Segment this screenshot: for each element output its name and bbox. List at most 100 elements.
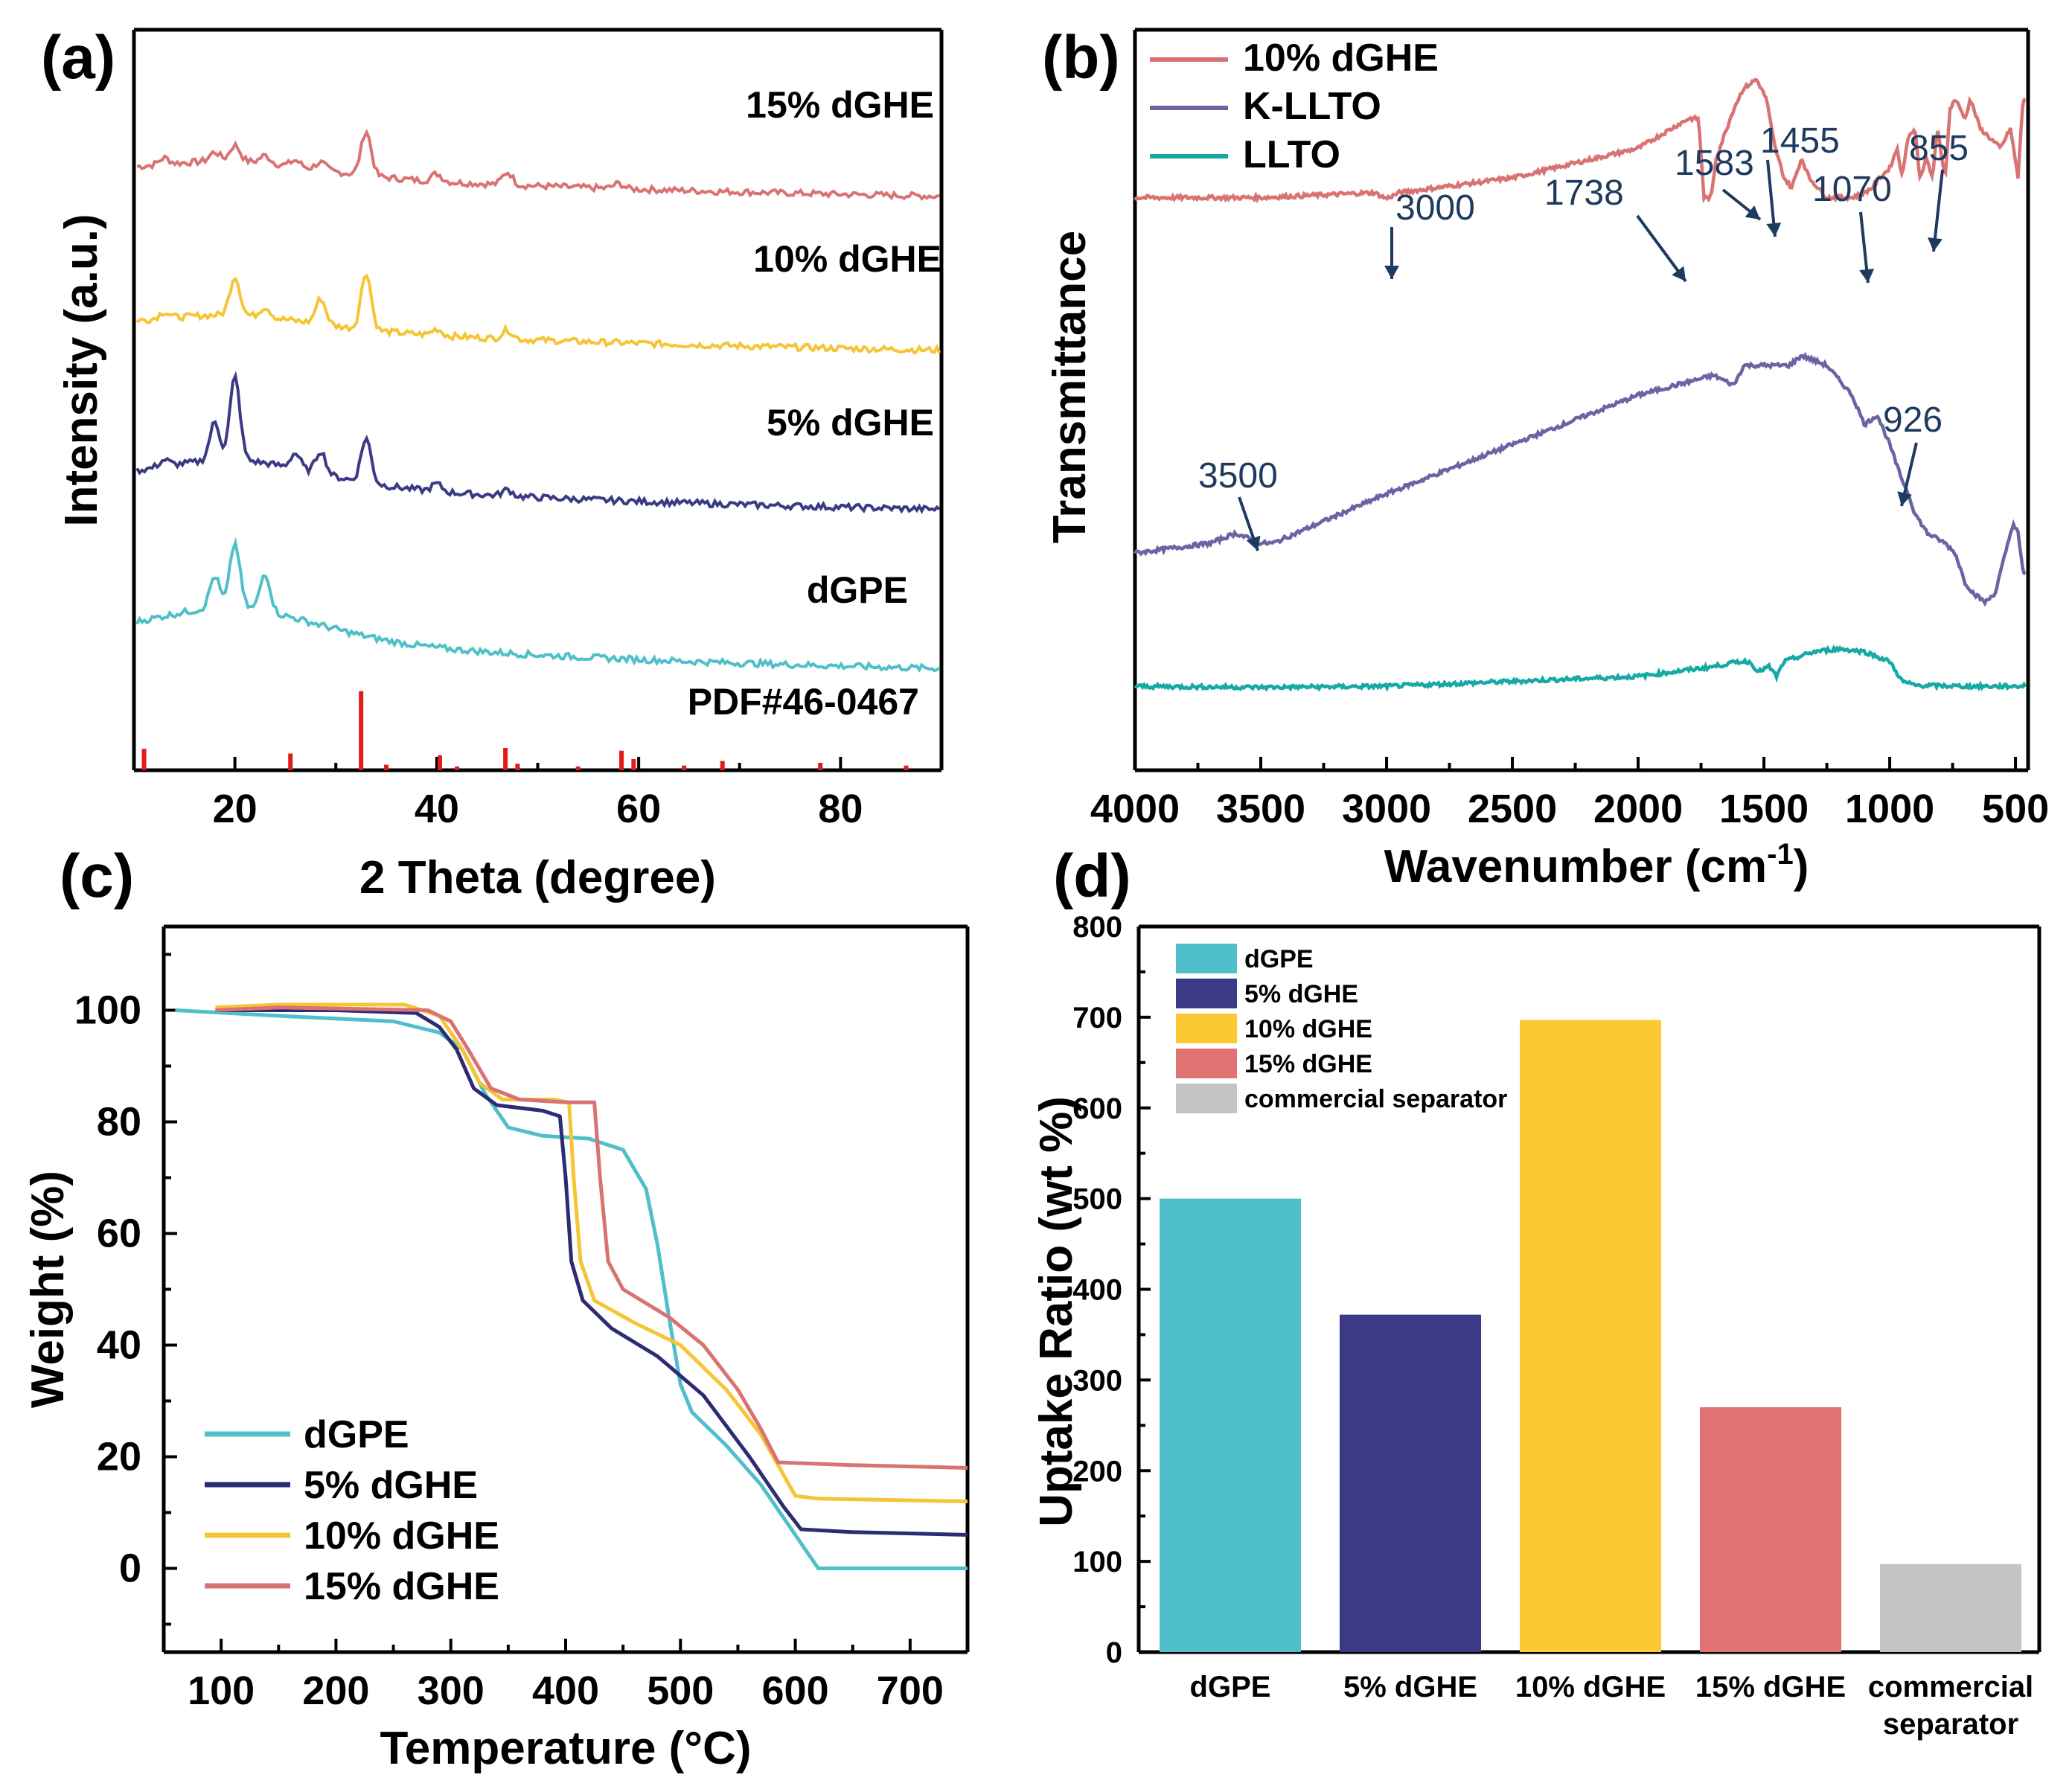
ftir-annotation-label: 1738 [1544,173,1624,213]
panel-b-ftir: (b) 4000 3500 3000 2500 2000 1500 1000 500 Wavenu… [1042,24,2049,892]
tick-label-c-x: 500 [647,1668,714,1713]
uptake-category-label: dGPE [1190,1671,1271,1703]
tick-label-c-y: 60 [97,1212,141,1256]
tick-label-b-x: 1500 [1719,787,1809,831]
ftir-trace-LLTO [1133,644,2027,692]
tick-label-c-x: 100 [188,1668,255,1713]
uptake-legend-label: 10% dGHE [1244,1015,1372,1043]
ftir-trace-K-LLTO [1133,351,2027,607]
tick-label-b-x: 3500 [1216,787,1305,831]
ftir-annotation-arrowhead [1745,205,1760,220]
tick-label-b-x: 1000 [1845,787,1934,831]
ftir-annotation-arrowhead [1384,266,1399,279]
xrd-trace-10dGHE [135,273,941,355]
panel-label-a: (a) [41,24,115,92]
uptake-category-label: separator [1883,1708,2018,1741]
ftir-annotation-arrow [1932,169,1944,252]
tick-label-d-y: 800 [1072,911,1122,944]
ftir-annotation-label: 926 [1883,400,1942,440]
panel-c-tga: (c) 100 200 300 400 500 600 700 0 20 40 60 80 100 Temp… [22,842,970,1774]
panel-label-d: (d) [1053,842,1131,910]
ftir-legend-label: K-LLTO [1243,85,1381,128]
tick-label-d-y: 300 [1072,1364,1122,1397]
ftir-annotation-arrow [1636,214,1687,283]
xrd-label-10dGHE: 10% dGHE [753,238,941,280]
ftir-annotation-label: 1583 [1675,144,1754,183]
tick-label-b-x: 4000 [1090,787,1180,831]
panel-d-uptake-bar: (d) 0 100 200 300 400 500 600 700 800 Uptake Ratio… [1031,842,2041,1741]
tick-label-d-y: 500 [1072,1183,1122,1216]
xrd-trace-15dGHE [136,129,940,202]
ftir-trace-10dGHE [1133,77,2027,204]
tga-legend-label: 5% dGHE [304,1464,478,1507]
ftir-annotation-arrowhead [1859,269,1875,283]
tga-trace-dGPE [175,1008,968,1570]
ftir-annotation-arrowhead [1246,535,1261,551]
xrd-trace-dGPE [135,537,941,673]
axis-title-c-y: Weight (%) [22,1171,74,1408]
tick-label-d-y: 200 [1072,1455,1122,1488]
ftir-annotation-label: 3000 [1395,188,1475,228]
ftir-legend-label: 10% dGHE [1243,36,1439,80]
tick-label-c-x: 200 [302,1668,369,1713]
uptake-bar-3 [1700,1407,1841,1652]
xrd-label-5dGHE: 5% dGHE [767,402,934,444]
tick-label-d-y: 700 [1072,1002,1122,1034]
tick-label-c-y: 100 [74,988,141,1033]
uptake-bar-1 [1340,1314,1481,1652]
tga-trace-15dGHE [215,1005,968,1470]
uptake-category-label: commercial [1868,1671,2033,1703]
tick-label-c-y: 0 [119,1546,141,1591]
uptake-category-label: 15% dGHE [1695,1671,1846,1703]
axis-title-c-x: Temperature (°C) [380,1723,751,1774]
tick-label-d-y: 100 [1072,1546,1122,1578]
tick-label-a-x: 60 [616,787,661,831]
tick-label-a-x: 20 [213,787,258,831]
uptake-category-label: 5% dGHE [1343,1671,1477,1703]
tick-label-b-x: 3000 [1342,787,1431,831]
tick-label-c-y: 20 [97,1435,141,1479]
tick-label-c-x: 600 [762,1668,829,1713]
uptake-legend-swatch [1176,944,1237,973]
uptake-category-label: 10% dGHE [1515,1671,1666,1703]
tick-label-a-x: 80 [818,787,863,831]
tga-trace-5dGHE [215,1008,968,1537]
panel-label-b: (b) [1042,24,1120,92]
axis-title-a-y: Intensity (a.u.) [56,214,107,526]
tick-label-a-x: 40 [415,787,459,831]
tick-label-d-y: 0 [1106,1636,1122,1669]
tick-label-b-x: 2000 [1593,787,1683,831]
ftir-annotation-label: 855 [1909,129,1969,168]
xrd-label-dGPE: dGPE [807,569,908,611]
tick-label-b-x: 2500 [1468,787,1557,831]
tga-legend-label: 10% dGHE [304,1514,499,1558]
axis-title-b-x: Wavenumber (cm-1) [1384,838,1809,892]
xrd-trace-5dGHE [135,371,941,514]
tick-label-d-y: 600 [1072,1092,1122,1125]
axis-title-b-y: Transmittance [1044,231,1096,543]
ftir-annotation-arrowhead [1928,237,1942,252]
uptake-legend-swatch [1176,1049,1237,1078]
uptake-bar-0 [1160,1198,1301,1652]
tick-label-c-x: 400 [532,1668,599,1713]
tick-label-c-y: 80 [97,1100,141,1145]
ftir-annotation-arrowhead [1672,266,1686,281]
xrd-label-15dGHE: 15% dGHE [746,84,934,126]
uptake-bar-4 [1880,1564,2021,1652]
ftir-annotation-arrowhead [1897,491,1912,506]
axis-title-a-x: 2 Theta (degree) [359,852,716,903]
uptake-legend-swatch [1176,1014,1237,1043]
uptake-legend-label: 5% dGHE [1244,980,1358,1008]
uptake-legend-label: dGPE [1244,945,1314,973]
uptake-bar-2 [1520,1020,1661,1652]
uptake-legend-label: commercial separator [1244,1085,1507,1113]
uptake-legend-label: 15% dGHE [1244,1050,1372,1078]
tick-label-c-x: 700 [877,1668,944,1713]
pdf-reference-label: PDF#46-0467 [688,681,919,723]
ftir-annotation-label: 3500 [1198,456,1278,496]
panel-a-xrd: (a) 20 40 60 80 2 Theta (degree) Intensity (a.… [41,24,944,903]
ftir-legend-label: LLTO [1243,133,1340,176]
tick-label-b-x: 500 [1982,787,2049,831]
tick-label-c-x: 300 [418,1668,485,1713]
